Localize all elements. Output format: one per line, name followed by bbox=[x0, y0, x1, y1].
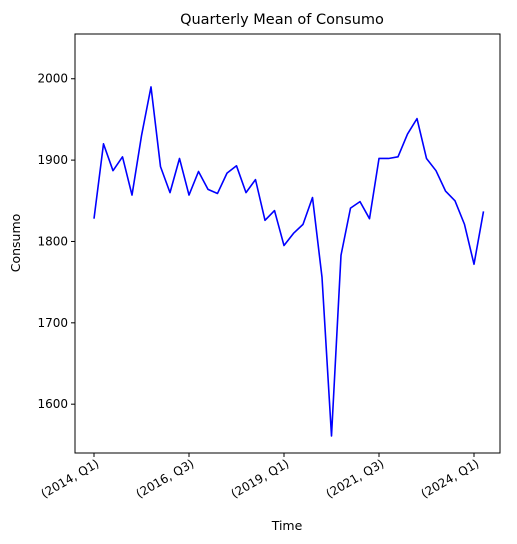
y-tick-label: 1900 bbox=[37, 153, 68, 167]
x-tick-label: (2024, Q1) bbox=[419, 456, 482, 500]
chart-title: Quarterly Mean of Consumo bbox=[180, 12, 384, 28]
y-tick-label: 1800 bbox=[37, 234, 68, 248]
series-line bbox=[94, 87, 484, 436]
y-tick-label: 1600 bbox=[37, 397, 68, 411]
y-tick-label: 1700 bbox=[37, 316, 68, 330]
y-axis-label: Consumo bbox=[8, 214, 23, 273]
x-tick-label: (2021, Q3) bbox=[324, 456, 387, 500]
x-axis: (2014, Q1) (2016, Q3) (2019, Q1) (2021, Q3)… bbox=[39, 453, 482, 501]
x-axis-label: Time bbox=[271, 518, 303, 533]
x-tick-label: (2016, Q3) bbox=[134, 456, 197, 500]
x-tick-label: (2019, Q1) bbox=[229, 456, 292, 500]
plot-frame bbox=[75, 34, 500, 453]
y-axis: 1600 1700 1800 1900 2000 bbox=[37, 72, 75, 411]
plot-area bbox=[75, 34, 500, 453]
y-tick-label: 2000 bbox=[37, 72, 68, 86]
x-tick-label: (2014, Q1) bbox=[39, 456, 102, 500]
